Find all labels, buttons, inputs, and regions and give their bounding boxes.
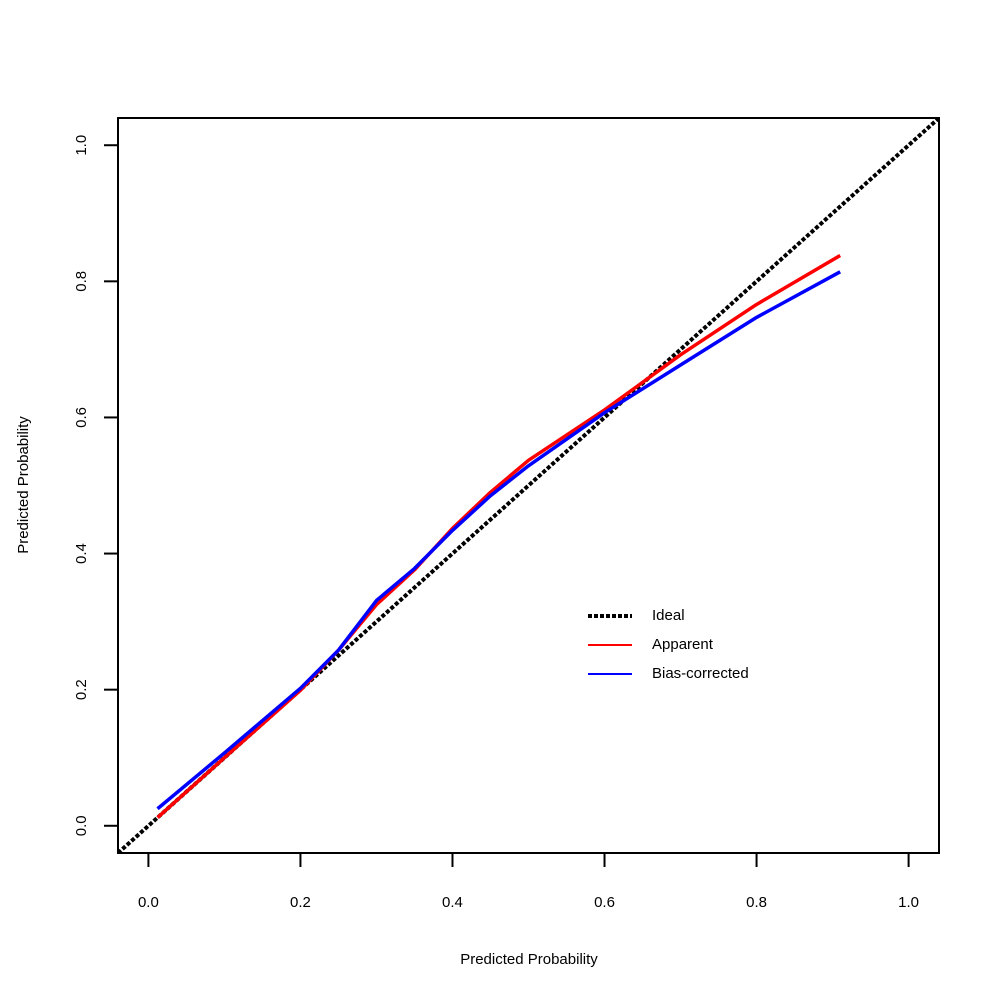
y-tick-label: 0.4 [73,543,90,564]
series-line [156,270,842,811]
plot-frame [117,117,940,854]
series-line [156,253,842,819]
x-axis-label: Predicted Probability [460,951,598,968]
y-tick-label: 0.6 [73,407,90,428]
legend-label: Ideal [652,607,685,624]
y-tick-label: 0.8 [73,271,90,292]
x-tick-label: 0.6 [594,894,615,911]
y-tick-label: 1.0 [73,135,90,156]
plot-area [118,118,939,853]
legend-label: Apparent [652,636,714,653]
x-tick-label: 1.0 [898,894,919,911]
x-tick-label: 0.4 [442,894,463,911]
y-axis-label: Predicted Probability [15,416,32,554]
y-tick-label: 0.2 [73,679,90,700]
x-tick-label: 0.8 [746,894,767,911]
x-tick-label: 0.2 [290,894,311,911]
y-tick-label: 0.0 [73,815,90,836]
x-tick-label: 0.0 [138,894,159,911]
legend-label: Bias-corrected [652,665,749,682]
